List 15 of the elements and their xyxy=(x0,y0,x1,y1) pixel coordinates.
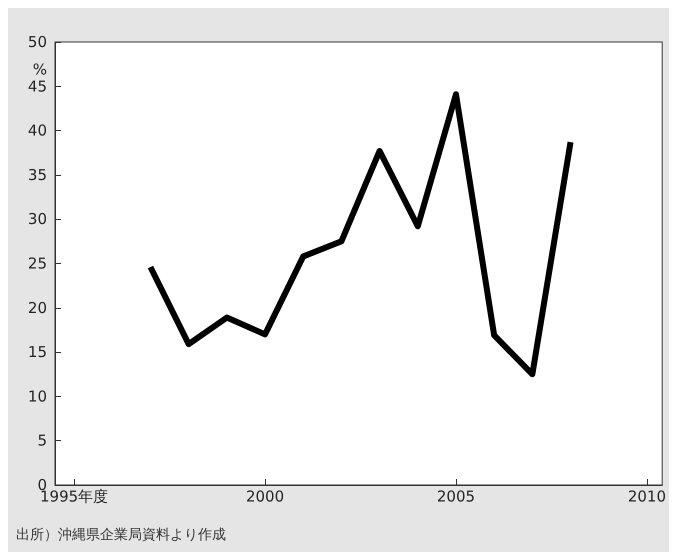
text: 出所）沖縄県企業局資料より作成 xyxy=(16,527,226,543)
y-tick-label: 45 xyxy=(28,77,47,96)
x-tick-label: 2010 xyxy=(628,488,666,506)
x-tick-label: 2000 xyxy=(246,488,284,506)
y-tick-label: 10 xyxy=(28,387,47,406)
y-tick-label: 20 xyxy=(28,298,47,317)
y-tick-label: 30 xyxy=(28,210,47,228)
y-tick-label: 35 xyxy=(28,166,47,184)
y-tick-label: 50 xyxy=(28,33,47,51)
y-tick-label: 15 xyxy=(28,343,47,362)
y-tick-label: 40 xyxy=(28,122,47,140)
y-tick-label: 25 xyxy=(28,254,47,272)
x-tick-label: 2005 xyxy=(436,488,476,506)
y-axis-title: % xyxy=(32,60,47,78)
y-tick-label: 5 xyxy=(37,432,47,450)
